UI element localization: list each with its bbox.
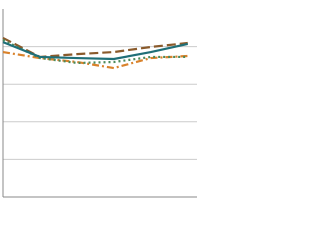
series-line [2,39,188,65]
series-line [2,50,188,70]
chart [2,9,197,198]
series-line [2,41,188,61]
